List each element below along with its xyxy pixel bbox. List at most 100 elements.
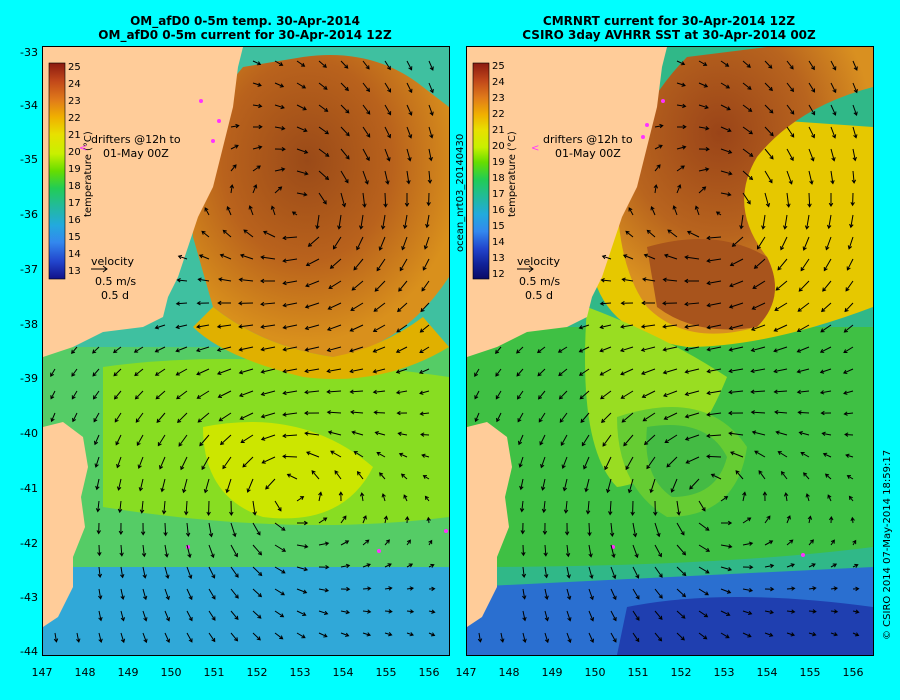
- current-arrow: [208, 610, 216, 621]
- current-arrow: [676, 124, 687, 130]
- current-arrow: [340, 609, 351, 615]
- current-arrow: [580, 412, 590, 423]
- current-arrow: [184, 500, 189, 516]
- current-arrow: [260, 301, 276, 307]
- left-map-svg: 25 24 23 22 21 20 19 18 17 16 15 14 13 t…: [43, 47, 449, 655]
- current-arrow: [756, 236, 766, 250]
- current-arrow: [94, 456, 100, 468]
- current-arrow: [374, 280, 386, 292]
- current-arrow: [116, 478, 122, 491]
- current-arrow: [362, 515, 367, 524]
- current-arrow: [373, 302, 386, 312]
- current-arrow: [154, 346, 166, 353]
- current-arrow: [802, 236, 810, 251]
- current-arrow: [852, 126, 858, 139]
- current-arrow: [604, 456, 612, 471]
- current-arrow: [609, 522, 615, 538]
- current-arrow: [274, 167, 286, 172]
- current-arrow: [318, 517, 328, 524]
- current-arrow: [238, 277, 254, 282]
- velocity-label: velocity: [517, 255, 560, 268]
- current-arrow: [95, 500, 101, 513]
- current-arrow: [340, 563, 351, 569]
- current-arrow: [92, 346, 100, 354]
- current-arrow: [825, 236, 832, 251]
- colorbar-tick: 13: [68, 266, 81, 277]
- current-arrow: [428, 632, 436, 637]
- current-arrow: [610, 588, 617, 601]
- current-arrow: [764, 609, 775, 615]
- colorbar-tick: 22: [68, 113, 81, 124]
- current-arrow: [622, 254, 634, 260]
- current-arrow: [203, 478, 210, 494]
- current-arrow: [684, 346, 700, 352]
- current-arrow: [676, 522, 685, 536]
- current-arrow: [773, 389, 788, 394]
- current-arrow: [274, 60, 284, 66]
- current-arrow: [786, 104, 795, 115]
- current-arrow: [720, 126, 732, 133]
- current-arrow: [786, 632, 796, 637]
- ocean-south: [43, 567, 449, 655]
- current-arrow: [230, 123, 240, 129]
- current-arrow: [804, 214, 810, 230]
- current-arrow: [632, 610, 640, 621]
- current-arrow: [672, 205, 678, 216]
- x-tick-label: 153: [289, 666, 311, 679]
- current-arrow: [808, 586, 817, 591]
- current-arrow: [780, 471, 788, 480]
- current-arrow: [797, 410, 810, 415]
- colorbar-tick: 19: [68, 164, 81, 175]
- current-arrow: [632, 522, 638, 538]
- right-map-svg: 25 24 23 22 21 20 19 18 17 16 15 14 13 1…: [467, 47, 873, 655]
- current-arrow: [764, 540, 774, 546]
- current-arrow: [786, 609, 796, 614]
- current-arrow: [97, 544, 102, 557]
- current-arrow: [600, 278, 612, 283]
- colorbar-tick: 14: [68, 249, 81, 260]
- current-arrow: [296, 104, 307, 111]
- current-arrow: [800, 258, 810, 272]
- current-arrow: [384, 539, 390, 546]
- current-arrow: [653, 500, 658, 516]
- current-arrow: [238, 390, 254, 398]
- x-tick-label: 152: [246, 666, 268, 679]
- current-arrow: [720, 544, 733, 549]
- current-arrow: [296, 544, 309, 549]
- x-tick-label: 155: [375, 666, 397, 679]
- current-arrow: [566, 632, 572, 644]
- current-arrow: [786, 60, 794, 70]
- current-arrow: [676, 165, 685, 172]
- current-arrow: [662, 277, 678, 282]
- current-arrow: [610, 566, 617, 580]
- current-arrow: [601, 254, 612, 260]
- current-arrow: [728, 431, 744, 436]
- current-arrow: [610, 544, 616, 559]
- current-arrow: [808, 82, 816, 93]
- current-arrow: [606, 478, 612, 494]
- current-arrow: [808, 126, 816, 139]
- current-arrow: [238, 346, 254, 352]
- current-arrow: [362, 60, 370, 70]
- current-arrow: [340, 126, 350, 137]
- current-arrow: [318, 60, 327, 68]
- current-arrow: [406, 586, 414, 591]
- current-arrow: [750, 346, 766, 353]
- y-tick-label: -43: [20, 591, 38, 604]
- current-arrow: [238, 324, 254, 329]
- current-arrow: [296, 520, 309, 526]
- current-arrow: [662, 324, 678, 329]
- current-arrow: [216, 324, 232, 329]
- current-arrow: [406, 609, 415, 614]
- current-arrow: [426, 516, 431, 524]
- current-arrow: [786, 192, 791, 208]
- current-arrow: [516, 390, 524, 400]
- current-arrow: [654, 123, 664, 129]
- current-arrow: [761, 214, 766, 230]
- current-arrow: [334, 470, 342, 480]
- current-arrow: [676, 588, 687, 598]
- current-arrow: [340, 60, 349, 69]
- current-arrow: [698, 104, 709, 110]
- current-arrow: [819, 346, 832, 353]
- drifter-tracks: [611, 99, 805, 557]
